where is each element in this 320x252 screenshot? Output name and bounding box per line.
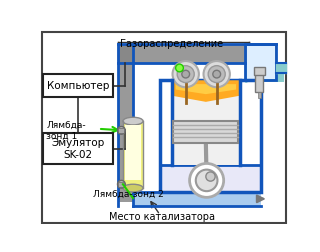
- FancyBboxPatch shape: [43, 74, 113, 97]
- Bar: [245, 62, 284, 82]
- Circle shape: [182, 70, 189, 78]
- Bar: [123, 121, 143, 188]
- Circle shape: [206, 172, 215, 181]
- Circle shape: [172, 61, 199, 87]
- Text: Эмулятор
SK-02: Эмулятор SK-02: [51, 138, 105, 160]
- Bar: [254, 67, 265, 75]
- Ellipse shape: [123, 117, 143, 125]
- Circle shape: [213, 70, 220, 78]
- Circle shape: [117, 180, 125, 188]
- Circle shape: [196, 170, 218, 191]
- Text: Компьютер: Компьютер: [47, 81, 109, 91]
- Circle shape: [176, 64, 183, 72]
- Circle shape: [177, 66, 194, 83]
- Bar: [117, 44, 133, 202]
- Bar: [173, 121, 238, 143]
- Bar: [172, 80, 240, 165]
- Text: Газораспределение: Газораспределение: [120, 39, 223, 49]
- Bar: [245, 44, 276, 80]
- Bar: [125, 125, 141, 180]
- Text: Лямбда-зонд 2: Лямбда-зонд 2: [93, 190, 164, 199]
- Bar: [160, 165, 261, 192]
- Text: Место катализатора: Место катализатора: [109, 212, 215, 222]
- Bar: [133, 192, 261, 206]
- Bar: [247, 46, 275, 79]
- Bar: [118, 128, 124, 133]
- Circle shape: [117, 127, 125, 134]
- Polygon shape: [172, 80, 240, 102]
- Text: Лямбда-
зонд 1: Лямбда- зонд 1: [46, 121, 86, 141]
- Bar: [160, 80, 261, 192]
- Circle shape: [189, 164, 224, 197]
- FancyBboxPatch shape: [43, 133, 113, 164]
- Ellipse shape: [123, 184, 143, 192]
- Circle shape: [208, 66, 225, 83]
- Bar: [117, 44, 133, 62]
- Polygon shape: [176, 84, 236, 94]
- Bar: [255, 73, 263, 92]
- Bar: [118, 182, 124, 186]
- Circle shape: [204, 61, 230, 87]
- Bar: [258, 92, 261, 98]
- Bar: [117, 44, 276, 62]
